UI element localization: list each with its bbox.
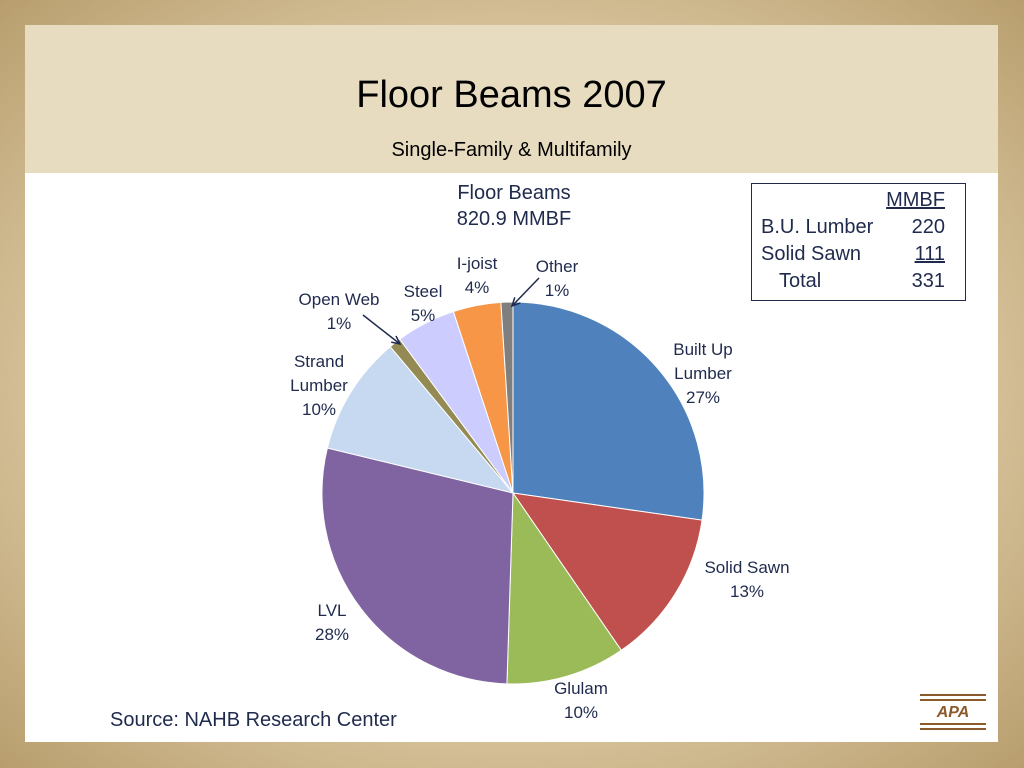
- chart-title: Floor Beams 820.9 MMBF: [414, 180, 614, 232]
- table-row-label: Solid Sawn: [761, 243, 862, 265]
- pie-slice-solid-sawn: [511, 492, 703, 652]
- data-label-other: Other 1%: [536, 257, 579, 300]
- data-label-strand-lumber: Strand Lumber 10%: [290, 352, 348, 419]
- table-header-row: MMBF: [752, 189, 967, 216]
- data-label-open-web: Open Web 1%: [299, 290, 380, 333]
- chart-title-line-1: Floor Beams: [457, 182, 571, 204]
- table-row-value: 331: [911, 270, 945, 292]
- data-label-built-up-lumber: Built Up Lumber 27%: [673, 340, 733, 407]
- table-row-value: 111: [914, 243, 945, 265]
- table-row-label: Total: [779, 270, 822, 292]
- mmbf-table: MMBF B.U. Lumber 220 Solid Sawn 111 Tota…: [751, 183, 966, 301]
- pie-slice-strand-lumber: [326, 345, 515, 494]
- slide: Floor Beams 2007 Single-Family & Multifa…: [25, 25, 998, 742]
- pie-chart: Built Up Lumber 27% Solid Sawn 13% Glulam 10% L…: [290, 254, 789, 722]
- table-row: Solid Sawn 111: [752, 243, 967, 270]
- slide-title: Floor Beams 2007: [356, 74, 667, 116]
- leader-arrowhead: [391, 335, 402, 346]
- table-row: B.U. Lumber 220: [752, 216, 967, 243]
- source-note: Source: NAHB Research Center: [110, 709, 397, 731]
- table-row-label: B.U. Lumber: [761, 216, 874, 238]
- data-label-i-joist: I-joist 4%: [457, 254, 498, 297]
- table-header: MMBF: [886, 189, 945, 211]
- leader-line: [511, 277, 540, 307]
- pie-slice-glulam: [506, 491, 623, 685]
- pie-slice-built-up-lumber: [512, 301, 705, 521]
- leader-arrowhead: [510, 297, 521, 308]
- slide-subtitle: Single-Family & Multifamily: [391, 139, 632, 161]
- slide-header: [25, 25, 998, 173]
- table-row-value: 220: [911, 216, 945, 238]
- chart-title-line-2: 820.9 MMBF: [456, 208, 572, 230]
- apa-logo: APA: [920, 694, 986, 730]
- data-label-solid-sawn: Solid Sawn 13%: [704, 558, 789, 601]
- data-label-steel: Steel 5%: [404, 282, 443, 325]
- logo-text: APA: [936, 704, 970, 721]
- data-label-lvl: LVL 28%: [315, 601, 349, 644]
- pie-slice-lvl: [321, 447, 514, 685]
- leader-line: [362, 314, 401, 345]
- table-row: Total 331: [752, 270, 967, 297]
- data-label-glulam: Glulam 10%: [554, 679, 608, 722]
